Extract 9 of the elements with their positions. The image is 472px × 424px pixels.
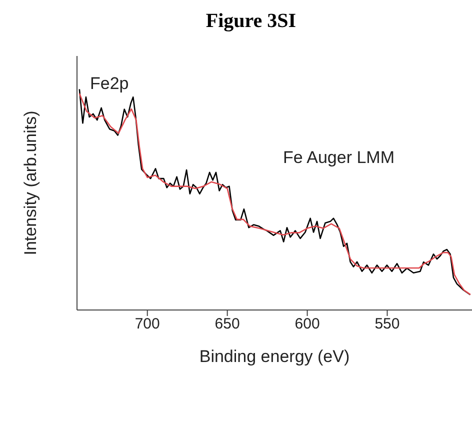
annotation: Fe2p: [90, 74, 129, 94]
chart-title: Figure 3SI: [204, 9, 298, 34]
x-tick-label: 700: [134, 316, 160, 333]
annotation: Fe Auger LMM: [283, 148, 394, 168]
y-axis-title: Intensity (arb.units): [21, 110, 40, 256]
x-tick-label: 550: [374, 316, 400, 333]
x-tick-label: 600: [294, 316, 320, 333]
x-tick-label: 650: [214, 316, 240, 333]
x-axis-title: Binding energy (eV): [199, 347, 350, 366]
